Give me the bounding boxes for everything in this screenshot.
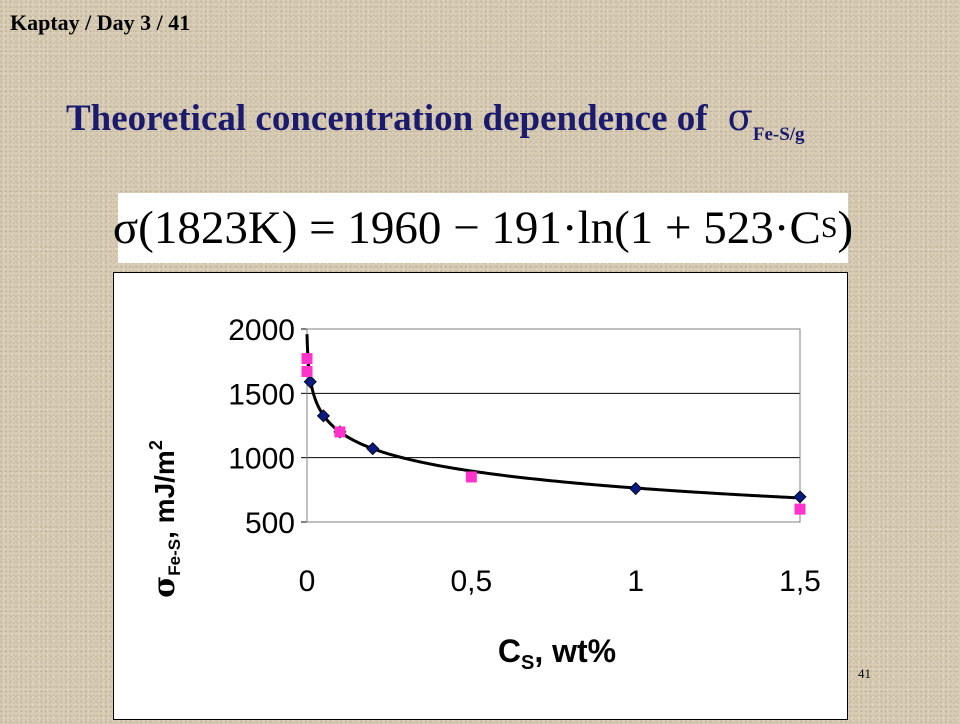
data-points bbox=[301, 353, 807, 515]
fit-curve bbox=[305, 334, 801, 500]
chart-panel: 500 1000 1500 2000 0 0,5 1 1,5 σFe-S, mJ/m2 CS… bbox=[113, 272, 848, 720]
svg-text:σFe-S, mJ/m2: σFe-S, mJ/m2 bbox=[146, 440, 184, 598]
formula: σ(1823K) = 1960 − 191·ln(1 + 523·C S) bbox=[113, 193, 853, 263]
slide-title: Theoretical concentration dependence of σ… bbox=[66, 96, 805, 146]
square-marker bbox=[334, 426, 346, 438]
title-subscript: Fe-S/g bbox=[752, 124, 805, 145]
x-tick-label: 0 bbox=[299, 565, 316, 598]
y-label-symbol: σ bbox=[147, 576, 182, 598]
x-tick-label: 0,5 bbox=[450, 565, 492, 598]
x-tick-label: 1 bbox=[627, 565, 644, 598]
slide-number: 41 bbox=[858, 666, 871, 681]
diamond-marker bbox=[793, 490, 807, 504]
y-tick-label: 500 bbox=[245, 507, 295, 540]
formula-close: ) bbox=[837, 202, 854, 254]
formula-text: σ(1823K) = 1960 − 191·ln(1 + 523·C bbox=[112, 202, 821, 254]
y-label-superscript: 2 bbox=[146, 440, 166, 450]
formula-subscript: S bbox=[820, 211, 838, 244]
x-label-subscript: S bbox=[521, 652, 534, 674]
square-marker bbox=[794, 503, 806, 515]
square-marker bbox=[301, 353, 313, 365]
y-label-subscript: Fe-S bbox=[165, 539, 184, 576]
formula-box: σ(1823K) = 1960 − 191·ln(1 + 523·C S) bbox=[113, 193, 853, 263]
diamond-marker bbox=[629, 481, 643, 496]
y-tick-label: 2000 bbox=[228, 314, 295, 347]
square-marker bbox=[465, 471, 477, 483]
title-text: Theoretical concentration dependence of bbox=[66, 98, 708, 139]
x-tick-labels: 0 0,5 1 1,5 bbox=[299, 565, 821, 598]
slide-header: Kaptay / Day 3 / 41 bbox=[10, 10, 191, 35]
plot-area bbox=[306, 328, 801, 523]
title-sigma-symbol: σ bbox=[727, 96, 753, 139]
y-tick-labels: 500 1000 1500 2000 bbox=[228, 314, 295, 540]
chart-svg: 500 1000 1500 2000 0 0,5 1 1,5 σFe-S, mJ/m2 CS… bbox=[146, 314, 821, 674]
y-label-suffix: , mJ/m bbox=[149, 450, 180, 539]
x-label-suffix: , wt% bbox=[534, 633, 616, 669]
x-label-main: C bbox=[498, 633, 521, 669]
diamond-marker bbox=[316, 409, 330, 423]
svg-text:CS, wt%: CS, wt% bbox=[498, 633, 616, 674]
diamond-marker bbox=[366, 442, 380, 456]
y-tick-label: 1500 bbox=[228, 378, 295, 411]
y-tick-label: 1000 bbox=[228, 443, 295, 476]
x-tick-label: 1,5 bbox=[779, 565, 821, 598]
x-axis-label: CS, wt% bbox=[498, 633, 616, 674]
diamond-marker bbox=[303, 375, 317, 389]
square-marker bbox=[301, 365, 313, 377]
y-axis-label: σFe-S, mJ/m2 bbox=[146, 440, 184, 598]
